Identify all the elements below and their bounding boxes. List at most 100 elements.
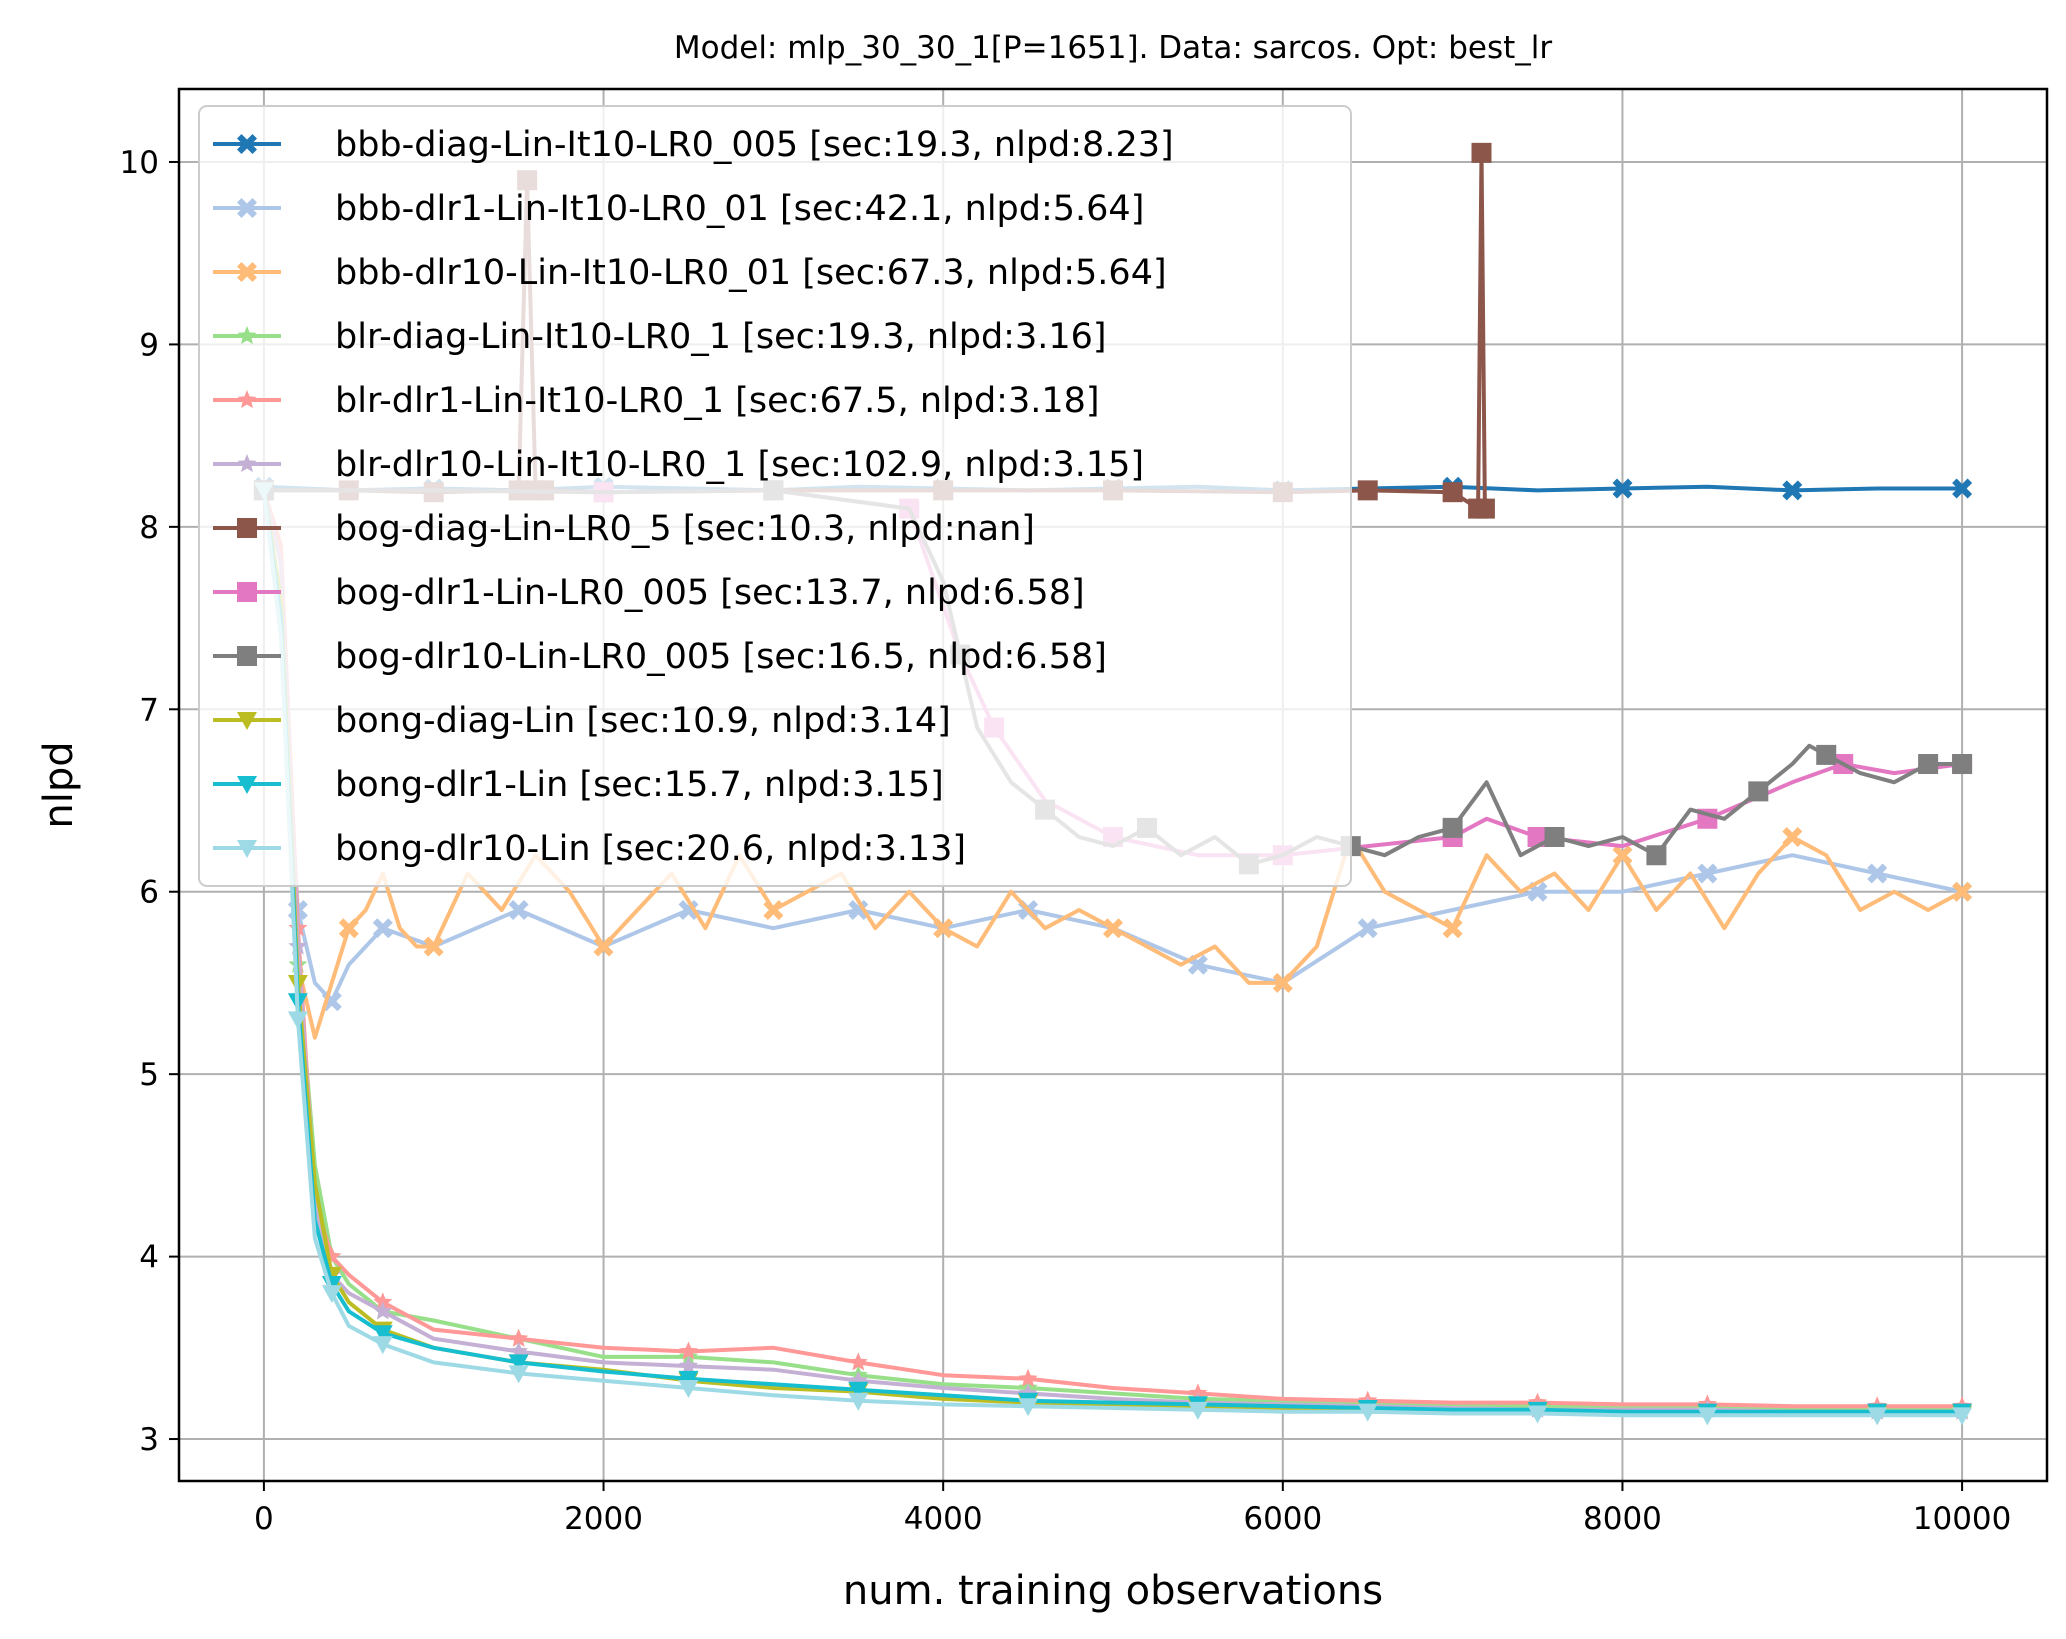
legend-label: bog-dlr10-Lin-LR0_005 [sec:16.5, nlpd:6.… (335, 637, 1107, 677)
legend-label: bbb-dlr1-Lin-It10-LR0_01 [sec:42.1, nlpd… (335, 189, 1144, 229)
series-point (1442, 817, 1463, 838)
series-point (848, 1352, 868, 1371)
series-point (1018, 1368, 1038, 1387)
chart-title: Model: mlp_30_30_1[P=1651]. Data: sarcos… (674, 30, 1553, 66)
legend-entry: bong-dlr10-Lin [sec:20.6, nlpd:3.13] (213, 829, 966, 869)
series-point (593, 936, 614, 957)
legend-marker (237, 326, 257, 345)
y-tick-label: 8 (139, 510, 159, 546)
series-point (508, 1365, 529, 1384)
legend-marker (237, 134, 257, 154)
series-point (423, 936, 444, 957)
legend-marker (237, 840, 257, 858)
legend-entry: bbb-dlr10-Lin-It10-LR0_01 [sec:67.3, nlp… (213, 253, 1167, 293)
series-point (338, 918, 359, 939)
legend-label: bong-diag-Lin [sec:10.9, nlpd:3.14] (335, 701, 951, 741)
plot-frame (177, 87, 2049, 1483)
series-point (678, 1341, 698, 1360)
series-point (1612, 478, 1633, 499)
series-point (1018, 1398, 1039, 1417)
legend-label: blr-diag-Lin-It10-LR0_1 [sec:19.3, nlpd:… (335, 317, 1107, 357)
series-point (1952, 754, 1973, 775)
series-point (1952, 881, 1973, 902)
series-point (372, 1325, 393, 1344)
x-tick-label: 8000 (1583, 1501, 1662, 1537)
series-point (678, 1370, 699, 1389)
series-point (321, 1285, 342, 1304)
series-point (1471, 142, 1492, 163)
legend-box (198, 105, 1352, 887)
x-axis-label: num. training observations (843, 1568, 1383, 1614)
series-point (678, 1379, 699, 1398)
legend-marker (237, 390, 257, 409)
legend-label: bog-dlr1-Lin-LR0_005 [sec:13.7, nlpd:6.5… (335, 573, 1085, 613)
series-point (1816, 744, 1837, 765)
series-point (372, 1336, 393, 1355)
series-point (848, 1381, 869, 1400)
series-point (1918, 754, 1939, 775)
series-point (1442, 482, 1463, 503)
x-tick-label: 0 (254, 1501, 274, 1537)
legend-entry: blr-dlr1-Lin-It10-LR0_1 [sec:67.5, nlpd:… (213, 381, 1100, 421)
series-line (261, 490, 1963, 1418)
series-point (1357, 480, 1378, 501)
series-point (1697, 863, 1718, 884)
legend-label: bbb-dlr10-Lin-It10-LR0_01 [sec:67.3, nlp… (335, 253, 1167, 293)
legend-entry: blr-diag-Lin-It10-LR0_1 [sec:19.3, nlpd:… (213, 317, 1107, 357)
series-point (1103, 918, 1123, 939)
series-point (1187, 1401, 1208, 1420)
x-tick-label: 10000 (1913, 1501, 2012, 1537)
series-point (287, 1011, 308, 1030)
series-point (508, 900, 529, 920)
legend-marker (237, 518, 257, 538)
series-point (322, 1246, 342, 1265)
series-point (1697, 1407, 1718, 1426)
legend-marker (237, 776, 257, 794)
legend-entry: bbb-dlr1-Lin-It10-LR0_01 [sec:42.1, nlpd… (213, 189, 1144, 229)
series-point (1357, 1403, 1378, 1422)
x-tick-label: 6000 (1243, 1501, 1322, 1537)
series-point (1612, 845, 1633, 866)
series-point (372, 918, 393, 939)
series-point (508, 1354, 529, 1373)
legend-label: bog-diag-Lin-LR0_5 [sec:10.3, nlpd:nan] (335, 509, 1035, 549)
x-tick-label: 2000 (564, 1501, 643, 1537)
legend-label: bong-dlr1-Lin [sec:15.7, nlpd:3.15] (335, 765, 944, 805)
legend-marker (237, 582, 257, 602)
legend-marker (237, 712, 257, 730)
legend-entry: bog-dlr1-Lin-LR0_005 [sec:13.7, nlpd:6.5… (213, 573, 1085, 613)
axis-ticks: 0 2000 4000 6000 8000 10000 3 4 5 6 7 8 9 10 (120, 145, 2012, 1537)
y-tick-label: 10 (120, 145, 159, 181)
series-point (678, 900, 699, 920)
legend-label: bong-dlr10-Lin [sec:20.6, nlpd:3.13] (335, 829, 966, 869)
legend-marker (237, 262, 257, 282)
legend: bbb-diag-Lin-It10-LR0_005 [sec:19.3, nlp… (198, 105, 1352, 887)
series-point (763, 900, 784, 920)
series-2 (253, 480, 1973, 1040)
series-point (1527, 1405, 1548, 1424)
y-tick-label: 9 (139, 327, 159, 363)
series-point (1357, 918, 1378, 939)
series-point (848, 1392, 869, 1411)
legend-entry: bbb-diag-Lin-It10-LR0_005 [sec:19.3, nlp… (213, 125, 1174, 165)
legend-entry: bong-dlr1-Lin [sec:15.7, nlpd:3.15] (213, 765, 944, 805)
legend-label: blr-dlr10-Lin-It10-LR0_1 [sec:102.9, nlp… (335, 445, 1144, 485)
series-point (373, 1292, 393, 1311)
series-point (373, 1301, 393, 1320)
legend-marker (237, 454, 257, 473)
series-point (1646, 845, 1667, 866)
legend-marker (237, 646, 257, 666)
legend-entry: bog-diag-Lin-LR0_5 [sec:10.3, nlpd:nan] (213, 509, 1035, 549)
y-tick-label: 5 (139, 1057, 159, 1093)
series-point (1748, 781, 1769, 802)
y-tick-label: 4 (139, 1240, 159, 1276)
y-tick-label: 3 (139, 1422, 159, 1458)
series-point (1952, 478, 1973, 499)
series-point (1782, 827, 1803, 847)
x-tick-label: 4000 (904, 1501, 983, 1537)
series-point (509, 1328, 529, 1347)
legend-entry: blr-dlr10-Lin-It10-LR0_1 [sec:102.9, nlp… (213, 445, 1144, 485)
y-axis-label: nlpd (36, 741, 82, 828)
legend-label: blr-dlr1-Lin-It10-LR0_1 [sec:67.5, nlpd:… (335, 381, 1100, 421)
